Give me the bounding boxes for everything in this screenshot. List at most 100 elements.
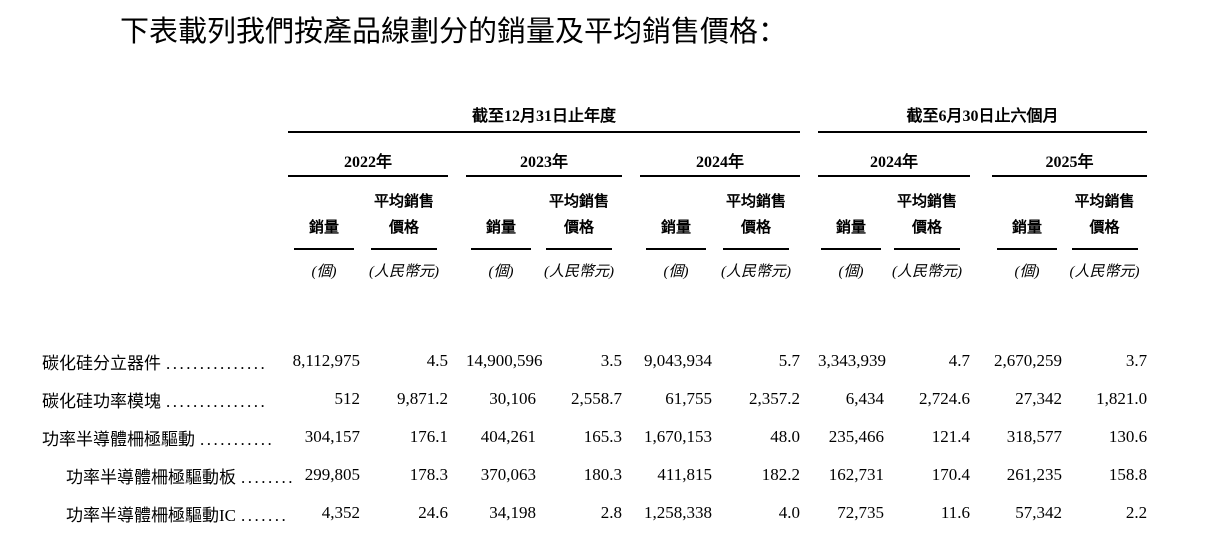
- unit-volume: (個): [311, 264, 337, 280]
- group-gap: [800, 380, 818, 418]
- period-header-row: 截至12月31日止年度 截至6月30日止六個月: [0, 90, 1148, 133]
- unit-price: (人民幣元): [1069, 264, 1140, 280]
- data-cell: 9,871.2: [397, 389, 448, 408]
- group-gap: [970, 176, 992, 250]
- empty-cell: [0, 250, 288, 298]
- data-cell: 1,670,153: [644, 427, 712, 446]
- data-cell: 299,805: [304, 465, 360, 484]
- price-label-line2: 價格: [388, 220, 419, 236]
- dot-leader: ...............: [166, 391, 268, 411]
- row-label: 功率半導體柵極驅動...........: [0, 418, 288, 456]
- group-gap: [800, 132, 818, 176]
- unit-volume: (個): [663, 264, 689, 280]
- group-gap: [622, 418, 640, 456]
- row-label-text: 功率半導體柵極驅動IC: [66, 505, 236, 525]
- year-header-row: 2022年 2023年 2024年 2024年 2025年: [0, 132, 1148, 177]
- row-label-text: 碳化硅分立器件: [42, 353, 161, 373]
- data-cell: 2,357.2: [749, 389, 801, 408]
- data-cell: 8,112,975: [292, 351, 360, 370]
- volume-column-header: 銷量: [288, 176, 360, 250]
- column-rule: [1071, 248, 1138, 250]
- year-header-2024: 2024年: [640, 132, 801, 177]
- price-label-line1: 平均銷售: [726, 194, 787, 210]
- data-cell: 30,106: [489, 389, 536, 408]
- volume-label: 銷量: [836, 220, 867, 236]
- data-cell: 24.6: [418, 503, 448, 522]
- volume-column-header: 銷量: [818, 176, 884, 250]
- group-gap: [800, 250, 818, 298]
- empty-cell: [0, 90, 288, 132]
- group-gap: [970, 456, 992, 494]
- data-cell: 2,724.6: [919, 389, 971, 408]
- row-label: 功率半導體柵極驅動板........: [0, 456, 293, 494]
- group-gap: [622, 494, 640, 532]
- column-rule: [546, 248, 612, 250]
- price-column-header: 平均銷售 價格: [712, 176, 800, 250]
- table-row: 功率半導體柵極驅動IC....... 4,352 24.6 34,198 2.8…: [0, 494, 1147, 532]
- volume-column-header: 銷量: [466, 176, 536, 250]
- data-cell: 162,731: [828, 465, 885, 484]
- data-cell: 3,343,939: [818, 351, 887, 370]
- data-cell: 512: [334, 389, 361, 408]
- volume-label: 銷量: [308, 220, 339, 236]
- data-cell: 48.0: [770, 427, 801, 446]
- group-gap: [448, 342, 466, 380]
- group-gap: [800, 456, 818, 494]
- year-header-2022: 2022年: [288, 132, 448, 177]
- volume-label: 銷量: [485, 220, 516, 236]
- period-header-interim: 截至6月30日止六個月: [818, 90, 1148, 133]
- column-rule: [997, 248, 1058, 250]
- data-cell: 3.7: [1125, 351, 1148, 370]
- row-label-text: 功率半導體柵極驅動: [42, 429, 195, 449]
- group-gap: [448, 132, 466, 176]
- period-header-annual: 截至12月31日止年度: [288, 90, 801, 133]
- data-cell: 121.4: [931, 427, 971, 446]
- data-cell: 2.2: [1125, 503, 1148, 522]
- data-cell: 6,434: [845, 389, 885, 408]
- group-gap: [970, 418, 992, 456]
- group-gap: [448, 380, 466, 418]
- data-cell: 178.3: [409, 465, 448, 484]
- group-gap: [970, 342, 992, 380]
- group-gap: [800, 90, 818, 132]
- table-row: 功率半導體柵極驅動板........ 299,805 178.3 370,063…: [0, 456, 1147, 494]
- unit-volume: (個): [838, 264, 864, 280]
- column-header-row: 銷量 平均銷售 價格 銷量 平均銷售 價格 銷量 平均銷售 價格: [0, 176, 1147, 250]
- table-row: 碳化硅分立器件............... 8,112,975 4.5 14,…: [0, 342, 1147, 380]
- group-gap: [970, 380, 992, 418]
- data-cell: 130.6: [1108, 427, 1148, 446]
- row-label: 碳化硅功率模塊...............: [0, 380, 288, 418]
- group-gap: [800, 418, 818, 456]
- spacer-row: [0, 298, 1147, 342]
- data-cell: 4,352: [321, 503, 360, 522]
- volume-column-header: 銷量: [640, 176, 712, 250]
- data-cell: 11.6: [940, 503, 971, 522]
- data-cell: 165.3: [583, 427, 622, 446]
- group-gap: [970, 132, 992, 176]
- group-gap: [800, 494, 818, 532]
- data-cell: 180.3: [583, 465, 622, 484]
- dot-leader: ...............: [166, 353, 268, 373]
- table-row: 功率半導體柵極驅動........... 304,157 176.1 404,2…: [0, 418, 1147, 456]
- unit-price: (人民幣元): [892, 264, 963, 280]
- unit-price: (人民幣元): [721, 264, 791, 280]
- dot-leader: ........: [241, 467, 295, 487]
- data-cell: 4.0: [778, 503, 801, 522]
- group-gap: [970, 494, 992, 532]
- data-cell: 4.7: [948, 351, 971, 370]
- group-gap: [622, 176, 640, 250]
- unit-volume: (個): [1014, 264, 1040, 280]
- price-label-line2: 價格: [741, 220, 772, 236]
- data-cell: 72,735: [837, 503, 885, 522]
- data-cell: 61,755: [665, 389, 712, 408]
- price-label-line1: 平均銷售: [1074, 194, 1135, 210]
- dot-leader: .......: [241, 505, 289, 525]
- row-label: 功率半導體柵極驅動IC.......: [0, 494, 288, 532]
- data-cell: 261,235: [1006, 465, 1063, 484]
- unit-price: (人民幣元): [369, 264, 439, 280]
- data-cell: 182.2: [761, 465, 801, 484]
- data-cell: 1,821.0: [1096, 389, 1148, 408]
- empty-cell: [0, 176, 288, 250]
- group-gap: [622, 250, 640, 298]
- column-rule: [294, 248, 354, 250]
